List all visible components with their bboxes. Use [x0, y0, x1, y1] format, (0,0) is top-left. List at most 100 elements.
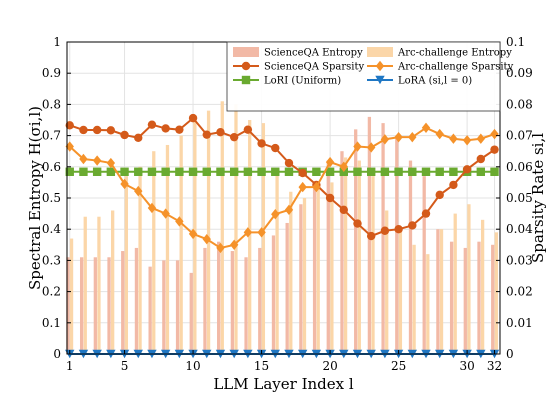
point-lori-uniform [394, 167, 403, 176]
point-arc-challenge-sparsity [243, 227, 253, 238]
bar-arc-challenge-entropy [480, 219, 485, 354]
x-axis-label: LLM Layer Index l [213, 375, 354, 393]
legend-swatch-arc-challenge-entropy [367, 47, 393, 57]
bar-arc-challenge-entropy [426, 254, 430, 354]
bar-scienceqa-entropy [271, 235, 276, 354]
point-arc-challenge-sparsity [312, 181, 321, 193]
point-lori-uniform [243, 167, 253, 176]
bar-scienceqa-entropy [312, 188, 317, 354]
point-scienceqa-sparsity [175, 125, 184, 134]
point-lori-uniform [161, 167, 170, 176]
point-scienceqa-sparsity [339, 205, 348, 215]
bar-scienceqa-entropy [79, 257, 84, 354]
legend-marker-arc-challenge-sparsity [375, 60, 385, 72]
bar-scienceqa-entropy [491, 244, 495, 354]
point-lori-uniform [147, 167, 157, 176]
point-scienceqa-sparsity [65, 121, 74, 130]
point-arc-challenge-sparsity [462, 135, 472, 146]
point-scienceqa-sparsity [394, 225, 403, 234]
point-arc-challenge-sparsity [257, 227, 266, 238]
ticks: 00.10.20.30.40.50.60.70.80.9100.010.020.… [42, 35, 533, 373]
bar-scienceqa-entropy [217, 241, 221, 354]
bar-arc-challenge-entropy [289, 191, 293, 354]
point-scienceqa-sparsity [229, 132, 239, 142]
point-scienceqa-sparsity [462, 165, 472, 174]
y-tick-label-left: 0.3 [42, 253, 61, 267]
bar-scienceqa-entropy [148, 266, 152, 354]
bar-scienceqa-entropy [436, 229, 440, 354]
bar-arc-challenge-entropy [398, 229, 403, 354]
bar-arc-challenge-entropy [193, 120, 197, 354]
bar-scienceqa-entropy [449, 241, 454, 354]
bar-arc-challenge-entropy [179, 135, 183, 354]
legend-label: LoRA (si,l = 0) [398, 76, 472, 87]
point-lori-uniform [366, 167, 376, 176]
point-scienceqa-sparsity [120, 130, 129, 140]
x-tick-label: 20 [322, 359, 337, 373]
point-scienceqa-sparsity [366, 231, 376, 241]
y-tick-label-left: 0.2 [42, 285, 61, 299]
y-tick-label-left: 0 [53, 347, 61, 361]
point-lori-uniform [216, 167, 225, 176]
bar-arc-challenge-entropy [248, 120, 252, 354]
point-arc-challenge-sparsity [161, 208, 170, 219]
point-lori-uniform [175, 167, 184, 176]
point-lori-uniform [380, 167, 390, 176]
y-axis-label-right: Sparsity Rate si,l [529, 133, 547, 263]
point-scienceqa-sparsity [188, 113, 198, 123]
legend-swatch-scienceqa-entropy [233, 47, 259, 57]
legend: ScienceQA Entropy Arc-challenge Entropy Sc… [226, 41, 514, 112]
bar-arc-challenge-entropy [83, 216, 87, 354]
bar-scienceqa-entropy [381, 123, 385, 355]
legend-label: ScienceQA Sparsity [264, 62, 364, 73]
y-tick-label-left: 0.8 [42, 97, 61, 111]
point-lori-uniform [408, 167, 417, 176]
point-arc-challenge-sparsity [380, 134, 390, 145]
x-tick-label: 32 [487, 359, 502, 373]
point-scienceqa-sparsity [79, 125, 88, 135]
point-lori-uniform [353, 167, 362, 176]
point-scienceqa-sparsity [490, 145, 499, 154]
point-arc-challenge-sparsity [339, 161, 348, 172]
line-arc-challenge-sparsity [69, 126, 495, 249]
point-lori-uniform [312, 167, 321, 176]
bar-arc-challenge-entropy [111, 210, 115, 354]
y-tick-label-right: 0.06 [506, 160, 533, 174]
point-arc-challenge-sparsity [65, 141, 74, 152]
bar-scienceqa-entropy [340, 151, 344, 354]
bar-scienceqa-entropy [230, 251, 235, 354]
bar-scienceqa-entropy [162, 260, 166, 354]
bar-arc-challenge-entropy [330, 182, 334, 354]
bar-arc-challenge-entropy [467, 204, 471, 354]
y-tick-label-left: 0.6 [42, 160, 61, 174]
point-arc-challenge-sparsity [92, 155, 102, 166]
point-scienceqa-sparsity [134, 133, 143, 142]
bar-arc-challenge-entropy [385, 210, 389, 354]
point-scienceqa-sparsity [284, 158, 294, 168]
y-tick-label-right: 0.08 [506, 97, 533, 111]
legend-label: LoRI (Uniform) [264, 76, 341, 87]
bar-scienceqa-entropy [354, 129, 358, 354]
bar-scienceqa-entropy [121, 251, 125, 354]
point-scienceqa-sparsity [435, 190, 444, 200]
point-arc-challenge-sparsity [202, 233, 211, 245]
bar-arc-challenge-entropy [302, 198, 307, 354]
point-arc-challenge-sparsity [134, 185, 143, 197]
bars [66, 101, 498, 355]
point-lori-uniform [490, 167, 499, 176]
y-tick-label-left: 0.4 [42, 222, 61, 236]
bar-scienceqa-entropy [258, 247, 262, 354]
bar-arc-challenge-entropy [371, 176, 375, 354]
point-arc-challenge-sparsity [284, 204, 294, 216]
y-tick-label-right: 0 [506, 347, 514, 361]
y-tick-label-right: 0.02 [506, 285, 533, 299]
y-tick-label-right: 0.05 [506, 191, 533, 205]
point-lori-uniform [435, 167, 444, 176]
point-scienceqa-sparsity [271, 143, 280, 153]
point-arc-challenge-sparsity [106, 157, 116, 169]
point-lori-uniform [421, 167, 431, 176]
y-tick-label-right: 0.1 [506, 35, 525, 49]
point-lori-uniform [202, 167, 211, 176]
point-scienceqa-sparsity [325, 193, 335, 203]
